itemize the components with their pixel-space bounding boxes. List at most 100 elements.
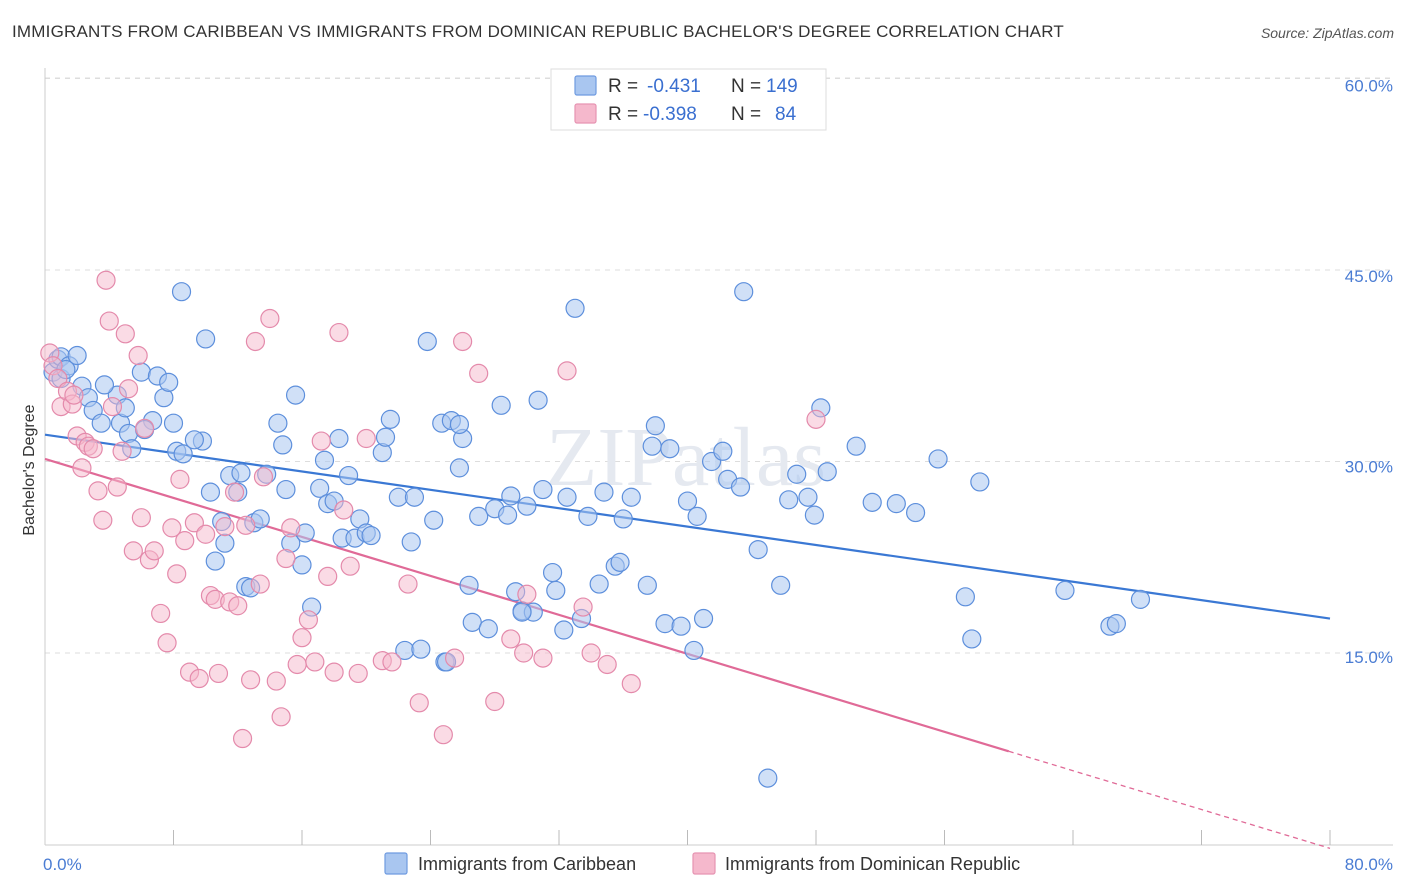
point-dominican: [232, 728, 253, 749]
point-caribbean: [478, 619, 498, 639]
point-dominican: [72, 458, 92, 478]
x-tick-label: 80.0%: [1345, 855, 1393, 874]
point-caribbean: [310, 478, 330, 498]
point-dominican: [340, 556, 360, 576]
point-dominican: [134, 418, 155, 438]
point-caribbean: [159, 372, 179, 392]
point-caribbean: [687, 506, 707, 526]
point-dominican: [398, 574, 418, 594]
point-dominican: [517, 584, 537, 604]
point-caribbean: [517, 496, 537, 516]
point-dominican: [196, 524, 216, 544]
point-caribbean: [684, 640, 704, 661]
point-dominican: [287, 654, 307, 675]
point-caribbean: [388, 487, 408, 507]
point-dominican: [621, 674, 641, 694]
point-dominican: [83, 439, 103, 459]
point-dominican: [292, 628, 312, 648]
point-dominican: [501, 629, 521, 649]
point-dominican: [324, 662, 344, 682]
point-caribbean: [610, 552, 630, 572]
point-dominican: [433, 725, 453, 745]
point-dominican: [334, 500, 354, 520]
point-dominican: [170, 469, 190, 489]
point-caribbean: [554, 620, 574, 640]
point-dominican: [348, 663, 368, 684]
point-caribbean: [677, 491, 698, 511]
legend-r-value-1: -0.431: [647, 76, 701, 97]
point-caribbean: [273, 435, 293, 455]
legend-r-value-2: -0.398: [643, 104, 697, 125]
point-caribbean: [817, 462, 837, 482]
point-caribbean: [589, 574, 609, 594]
point-dominican: [175, 531, 195, 551]
point-caribbean: [1106, 614, 1126, 634]
point-caribbean: [424, 510, 444, 530]
point-dominican: [311, 431, 331, 451]
point-dominican: [533, 648, 553, 668]
point-dominican: [118, 379, 139, 399]
point-dominican: [305, 652, 325, 672]
series-dominican-points: [40, 270, 826, 749]
point-dominican: [115, 324, 135, 344]
axes: [44, 68, 1393, 846]
point-dominican: [189, 668, 209, 689]
point-dominican: [107, 477, 127, 497]
point-caribbean: [196, 329, 216, 349]
point-caribbean: [131, 362, 151, 382]
x-tick-label: 0.0%: [43, 855, 82, 874]
point-caribbean: [621, 487, 641, 507]
point-dominican: [184, 513, 204, 533]
y-tick-labels: 15.0% 30.0% 45.0% 60.0%: [1345, 77, 1393, 668]
point-caribbean: [637, 575, 657, 595]
legend-r-label-2: R =: [608, 104, 638, 125]
point-dominican: [144, 541, 164, 561]
point-caribbean: [1130, 589, 1151, 609]
point-dominican: [281, 518, 301, 538]
point-dominican: [409, 693, 429, 713]
bottom-legend-swatch-pink: [692, 852, 716, 875]
point-dominican: [157, 633, 177, 653]
point-caribbean: [329, 428, 349, 449]
point-dominican: [271, 707, 291, 727]
point-dominican: [245, 331, 266, 352]
legend-n-value-2: 84: [775, 104, 797, 125]
legend-n-label-1: N =: [731, 76, 761, 97]
bottom-legend-swatch-blue: [384, 852, 408, 875]
point-caribbean: [846, 436, 866, 456]
point-caribbean: [292, 555, 312, 575]
point-dominican: [298, 610, 319, 630]
point-caribbean: [645, 416, 665, 436]
point-caribbean: [459, 575, 479, 595]
point-dominican: [253, 467, 274, 487]
point-dominican: [318, 566, 338, 587]
point-caribbean: [184, 430, 204, 450]
point-dominican: [167, 564, 187, 584]
point-caribbean: [660, 439, 680, 459]
point-caribbean: [285, 385, 306, 405]
source-label: Source: ZipAtlas.com: [1260, 25, 1394, 41]
point-caribbean: [594, 482, 614, 502]
point-dominican: [96, 270, 116, 290]
y-tick-label: 30.0%: [1345, 458, 1393, 477]
point-caribbean: [613, 509, 633, 529]
grid-lines: [45, 77, 1393, 654]
point-caribbean: [91, 413, 111, 433]
point-dominican: [228, 596, 248, 616]
point-caribbean: [693, 608, 714, 629]
chart-title: IMMIGRANTS FROM CARIBBEAN VS IMMIGRANTS …: [12, 22, 1064, 41]
point-caribbean: [231, 463, 251, 483]
trend-line-caribbean: [44, 433, 1331, 620]
point-caribbean: [276, 479, 296, 500]
point-caribbean: [886, 494, 906, 514]
point-dominican: [128, 345, 148, 366]
point-dominican: [276, 548, 296, 569]
point-caribbean: [375, 427, 396, 447]
point-dominican: [112, 441, 132, 461]
y-tick-label: 15.0%: [1345, 648, 1393, 667]
point-dominican: [123, 541, 143, 561]
point-dominican: [266, 671, 286, 691]
point-caribbean: [779, 490, 799, 510]
point-caribbean: [542, 562, 563, 583]
